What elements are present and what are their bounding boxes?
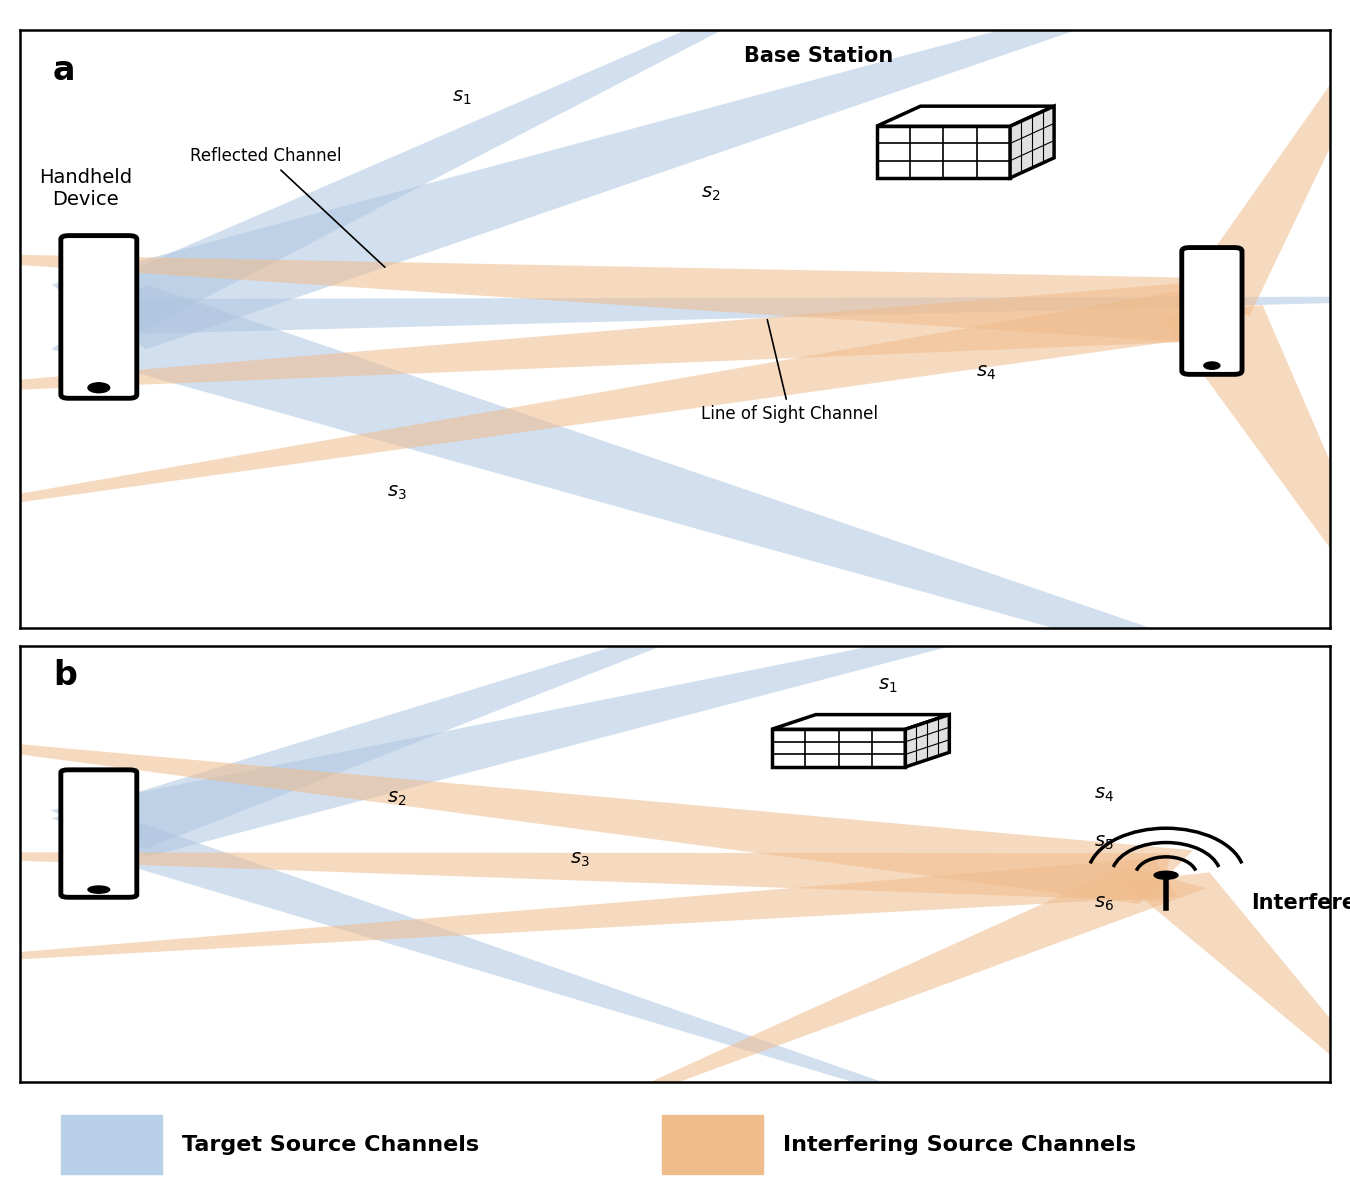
Text: $s_1$: $s_1$ xyxy=(452,89,472,106)
Text: $s_2$: $s_2$ xyxy=(701,184,721,202)
Text: Base Station: Base Station xyxy=(744,45,894,66)
Polygon shape xyxy=(1174,0,1350,316)
Text: b: b xyxy=(53,659,77,692)
FancyBboxPatch shape xyxy=(662,1115,763,1173)
Circle shape xyxy=(88,383,109,392)
Text: Reflected Channel: Reflected Channel xyxy=(190,147,385,267)
FancyBboxPatch shape xyxy=(1181,248,1242,374)
Polygon shape xyxy=(50,608,1073,856)
Polygon shape xyxy=(772,714,949,730)
Polygon shape xyxy=(97,297,1350,335)
Polygon shape xyxy=(0,288,1228,511)
Polygon shape xyxy=(61,0,810,334)
Text: $s_4$: $s_4$ xyxy=(976,364,996,382)
Text: $s_4$: $s_4$ xyxy=(1094,785,1114,804)
Polygon shape xyxy=(0,858,1179,963)
Text: $s_2$: $s_2$ xyxy=(387,789,406,808)
Circle shape xyxy=(1204,362,1220,370)
Text: Interferer: Interferer xyxy=(1251,893,1350,914)
Text: $s_1$: $s_1$ xyxy=(878,676,898,695)
Text: Target Source Channels: Target Source Channels xyxy=(182,1135,479,1155)
Polygon shape xyxy=(51,0,1204,349)
Text: a: a xyxy=(53,54,76,87)
Text: $s_3$: $s_3$ xyxy=(570,850,590,869)
Polygon shape xyxy=(1161,305,1350,629)
Polygon shape xyxy=(876,106,1054,127)
Polygon shape xyxy=(876,127,1010,178)
Text: $s_6$: $s_6$ xyxy=(1094,895,1114,913)
Text: Line of Sight Channel: Line of Sight Channel xyxy=(701,319,879,422)
Polygon shape xyxy=(1123,872,1350,1105)
Polygon shape xyxy=(605,866,1207,1105)
Text: $s_5$: $s_5$ xyxy=(1094,832,1114,852)
Polygon shape xyxy=(62,820,941,1106)
Text: $s_3$: $s_3$ xyxy=(387,483,406,501)
Circle shape xyxy=(1154,871,1179,879)
Polygon shape xyxy=(0,254,1219,343)
Polygon shape xyxy=(1010,106,1054,178)
FancyBboxPatch shape xyxy=(61,770,136,897)
Polygon shape xyxy=(0,853,1170,901)
Polygon shape xyxy=(51,609,747,849)
FancyBboxPatch shape xyxy=(61,1115,162,1173)
Polygon shape xyxy=(906,714,949,767)
FancyBboxPatch shape xyxy=(61,236,136,398)
Circle shape xyxy=(88,886,109,893)
Text: Interfering Source Channels: Interfering Source Channels xyxy=(783,1135,1135,1155)
Polygon shape xyxy=(51,285,1350,721)
Polygon shape xyxy=(0,281,1220,392)
Text: Handheld
Device: Handheld Device xyxy=(39,169,132,209)
Polygon shape xyxy=(0,739,1193,904)
Polygon shape xyxy=(772,730,906,767)
